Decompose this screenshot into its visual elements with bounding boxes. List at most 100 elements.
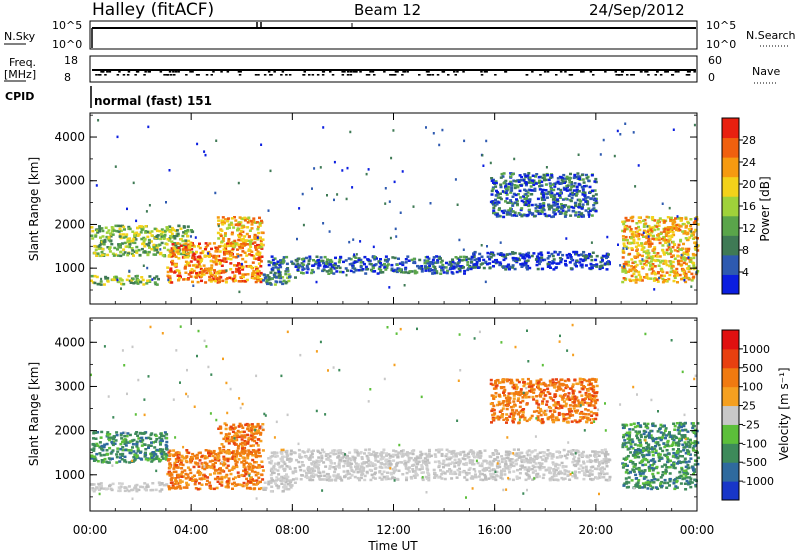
echo-cell: [633, 260, 637, 264]
echo-cell: [309, 456, 313, 459]
echo-cell: [273, 271, 277, 275]
echo-cell: [277, 478, 280, 481]
echo-cell: [216, 216, 220, 219]
echo-cell: [205, 483, 208, 486]
echo-cell: [535, 263, 539, 267]
echo-cell: [507, 263, 511, 266]
echo-cell: [673, 249, 677, 252]
echo-cell: [257, 476, 261, 479]
echo-cell: [152, 243, 156, 247]
echo-cell: [660, 237, 664, 241]
echo-cell: [547, 255, 551, 258]
echo-cell: [464, 258, 468, 262]
echo-cell: [182, 475, 186, 478]
echo-cell: [690, 230, 693, 233]
echo-cell: [189, 260, 193, 263]
echo-cell: [687, 270, 691, 273]
echo-cell: [220, 475, 224, 479]
echo-cell: [492, 203, 495, 206]
beam-title: Beam 12: [354, 1, 421, 19]
echo-cell: [557, 450, 560, 453]
nave-point: [341, 71, 344, 73]
nave-point: [546, 71, 550, 73]
echo-cell: [329, 258, 333, 262]
echo-cell: [574, 476, 578, 480]
echo-cell: [616, 129, 619, 133]
echo-cell: [135, 488, 139, 491]
echo-cell: [237, 181, 240, 185]
echo-cell: [174, 451, 178, 455]
echo-cell: [305, 474, 309, 478]
echo-cell: [640, 248, 644, 251]
echo-cell: [224, 248, 228, 251]
echo-cell: [100, 251, 104, 254]
echo-cell: [119, 254, 123, 258]
echo-cell: [666, 231, 670, 235]
echo-cell: [191, 452, 195, 456]
nave-point: [539, 74, 542, 76]
echo-cell: [94, 233, 98, 237]
echo-cell: [436, 259, 440, 262]
echo-cell: [132, 254, 135, 257]
echo-cell: [365, 461, 369, 464]
echo-cell: [245, 232, 249, 236]
echo-cell: [187, 261, 191, 264]
echo-cell: [664, 279, 668, 283]
echo-cell: [108, 250, 112, 253]
echo-cell: [247, 429, 251, 432]
echo-cell: [150, 234, 154, 237]
echo-cell: [112, 254, 116, 257]
echo-cell: [158, 489, 162, 493]
echo-cell: [233, 244, 237, 247]
echo-cell: [130, 439, 134, 443]
echo-cell: [691, 276, 695, 280]
echo-cell: [639, 275, 643, 279]
echo-cell: [346, 166, 349, 170]
echo-cell: [632, 279, 636, 282]
echo-cell: [549, 467, 552, 470]
echo-cell: [639, 262, 643, 265]
echo-cell: [572, 206, 576, 209]
nave-point: [383, 71, 386, 73]
echo-cell: [217, 245, 221, 248]
echo-cell: [207, 465, 211, 469]
echo-cell: [536, 255, 540, 258]
echo-cell: [349, 269, 353, 273]
echo-cell: [291, 478, 295, 481]
echo-cell: [484, 260, 488, 264]
echo-cell: [297, 460, 301, 464]
echo-cell: [671, 221, 675, 225]
echo-cell: [647, 237, 651, 241]
echo-cell: [696, 270, 700, 273]
echo-cell: [266, 282, 269, 286]
echo-cell: [194, 478, 198, 481]
echo-cell: [234, 256, 238, 259]
echo-cell: [192, 252, 196, 256]
echo-cell: [449, 472, 452, 475]
echo-cell: [179, 461, 183, 465]
echo-cell: [105, 231, 109, 234]
echo-cell: [95, 442, 99, 446]
echo-cell: [550, 191, 554, 195]
echo-cell: [453, 465, 457, 468]
echo-cell: [254, 430, 258, 433]
echo-cell: [538, 451, 542, 454]
echo-cell: [294, 470, 297, 473]
echo-cell: [113, 278, 117, 281]
echo-cell: [209, 450, 213, 453]
echo-cell: [428, 262, 432, 265]
echo-cell: [205, 462, 209, 466]
echo-cell: [269, 261, 273, 264]
echo-cell: [189, 275, 193, 278]
echo-cell: [241, 456, 245, 459]
echo-cell: [519, 179, 523, 182]
echo-cell: [637, 164, 640, 167]
echo-cell: [128, 279, 132, 283]
echo-cell: [159, 440, 163, 444]
echo-cell: [274, 479, 278, 482]
echo-cell: [351, 264, 355, 267]
echo-cell: [333, 470, 337, 474]
echo-cell: [182, 278, 186, 281]
echo-cell: [457, 267, 461, 270]
echo-cell: [449, 262, 453, 266]
